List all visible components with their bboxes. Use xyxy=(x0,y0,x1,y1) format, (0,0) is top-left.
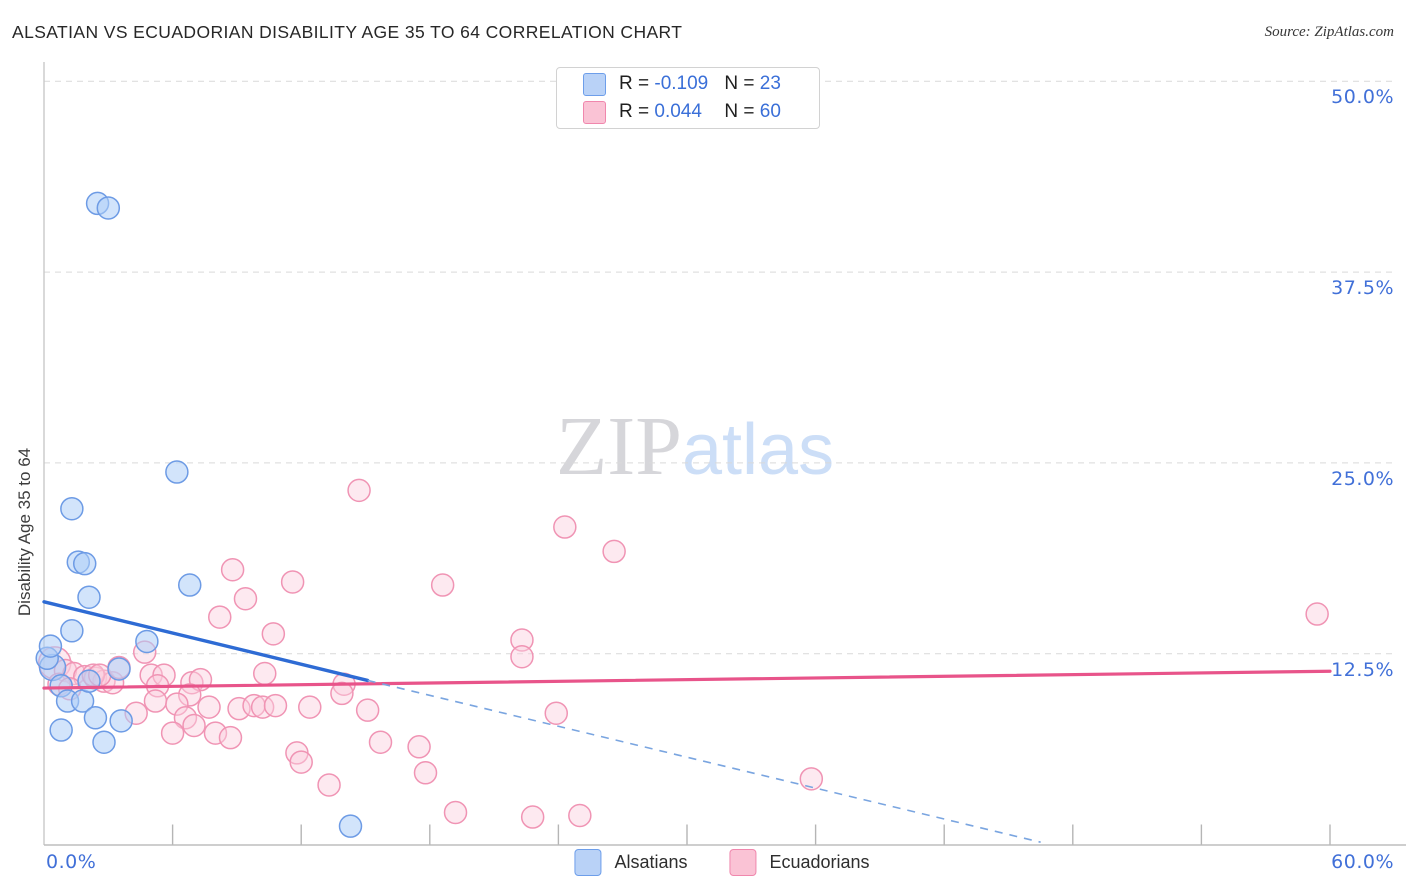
watermark-atlas: atlas xyxy=(682,410,835,490)
n-value: 23 xyxy=(759,73,781,94)
scatter-point-ecuadorians[interactable] xyxy=(253,661,277,686)
scatter-point-ecuadorians[interactable] xyxy=(218,725,243,750)
scatter-point-ecuadorians[interactable] xyxy=(220,557,245,582)
source-label: Source: ZipAtlas.com xyxy=(1264,24,1394,40)
x-axis-max-label: 60.0% xyxy=(1331,851,1394,873)
legend-label-alsatians: Alsatians xyxy=(614,852,688,872)
r-label: R = xyxy=(619,101,655,122)
scatter-point-ecuadorians[interactable] xyxy=(602,539,626,564)
trend-line-alsatians-extrapolated xyxy=(367,679,1041,843)
scatter-point-ecuadorians[interactable] xyxy=(510,628,534,652)
scatter-point-alsatians[interactable] xyxy=(60,496,84,521)
scatter-point-ecuadorians[interactable] xyxy=(263,693,288,718)
scatter-point-ecuadorians[interactable] xyxy=(799,767,824,791)
ecuadorians-swatch-icon xyxy=(729,849,757,876)
scatter-point-ecuadorians[interactable] xyxy=(413,761,438,785)
scatter-point-ecuadorians[interactable] xyxy=(160,721,185,745)
scatter-point-alsatians[interactable] xyxy=(38,634,63,658)
scatter-point-ecuadorians[interactable] xyxy=(510,645,534,669)
scatter-point-ecuadorians[interactable] xyxy=(355,698,380,722)
scatter-point-ecuadorians[interactable] xyxy=(233,586,258,611)
scatter-point-ecuadorians[interactable] xyxy=(208,605,232,629)
trend-line-alsatians xyxy=(42,600,370,683)
scatter-point-alsatians[interactable] xyxy=(49,718,73,742)
scatter-point-ecuadorians[interactable] xyxy=(261,622,286,646)
chart-title: ALSATIAN VS ECUADORIAN DISABILITY AGE 35… xyxy=(12,22,683,42)
x-axis-min-label: 0.0% xyxy=(46,851,97,873)
scatter-point-ecuadorians[interactable] xyxy=(250,695,275,719)
scatter-point-ecuadorians[interactable] xyxy=(182,713,206,738)
scatter-point-ecuadorians[interactable] xyxy=(280,570,305,594)
stats-legend: R = -0.109 N = 23 R = 0.044 N = 60 xyxy=(556,67,820,129)
ecuadorians-swatch-icon xyxy=(583,100,606,124)
scatter-point-ecuadorians[interactable] xyxy=(568,803,592,828)
scatter-point-ecuadorians[interactable] xyxy=(143,689,168,713)
scatter-point-ecuadorians[interactable] xyxy=(553,515,577,539)
bottom-legend: Alsatians Ecuadorians xyxy=(574,849,870,876)
stats-row-ecuadorians: R = 0.044 N = 60 xyxy=(583,100,819,124)
r-value: -0.109 xyxy=(654,73,709,94)
scatter-point-ecuadorians[interactable] xyxy=(227,696,251,721)
scatter-point-ecuadorians[interactable] xyxy=(317,773,341,797)
legend-item-ecuadorians[interactable]: Ecuadorians xyxy=(729,849,870,876)
watermark: ZIPatlas xyxy=(556,398,834,495)
scatter-point-alsatians[interactable] xyxy=(338,814,363,838)
stats-row-alsatians: R = -0.109 N = 23 xyxy=(583,72,819,96)
y-tick-label-37-5: 37.5% xyxy=(1331,277,1394,299)
scatter-point-ecuadorians[interactable] xyxy=(197,695,221,719)
scatter-point-alsatians[interactable] xyxy=(135,629,159,654)
scatter-point-alsatians[interactable] xyxy=(165,460,189,484)
trend-line-ecuadorians xyxy=(42,669,1332,690)
alsatians-swatch-icon xyxy=(583,72,606,96)
n-label: N = xyxy=(724,101,760,122)
scatter-point-ecuadorians[interactable] xyxy=(165,692,189,716)
scatter-point-ecuadorians[interactable] xyxy=(347,478,371,503)
y-tick-label-12-5: 12.5% xyxy=(1331,659,1394,681)
scatter-point-ecuadorians[interactable] xyxy=(430,573,455,597)
scatter-point-alsatians[interactable] xyxy=(92,730,116,754)
scatter-point-ecuadorians[interactable] xyxy=(368,730,393,754)
scatter-point-ecuadorians[interactable] xyxy=(203,721,228,745)
y-tick-label-25: 25.0% xyxy=(1331,468,1394,490)
scatter-point-ecuadorians[interactable] xyxy=(177,683,202,707)
scatter-point-alsatians[interactable] xyxy=(72,551,97,576)
scatter-point-alsatians[interactable] xyxy=(107,657,131,681)
scatter-point-alsatians[interactable] xyxy=(177,573,202,597)
scatter-point-alsatians[interactable] xyxy=(109,709,133,733)
n-label: N = xyxy=(724,73,760,94)
scatter-point-alsatians[interactable] xyxy=(60,619,84,643)
r-label: R = xyxy=(619,73,655,94)
legend-item-alsatians[interactable]: Alsatians xyxy=(574,849,687,876)
n-value: 60 xyxy=(759,101,781,122)
watermark-zip: ZIP xyxy=(556,400,682,493)
scatter-point-ecuadorians[interactable] xyxy=(443,800,468,825)
r-value: 0.044 xyxy=(654,101,702,122)
scatter-point-alsatians[interactable] xyxy=(77,585,101,609)
scatter-point-alsatians[interactable] xyxy=(96,196,121,220)
scatter-point-ecuadorians[interactable] xyxy=(407,735,431,759)
scatter-point-ecuadorians[interactable] xyxy=(544,701,569,725)
scatter-point-ecuadorians[interactable] xyxy=(298,695,322,719)
scatter-point-ecuadorians[interactable] xyxy=(330,681,354,706)
scatter-point-ecuadorians[interactable] xyxy=(1305,602,1329,626)
scatter-point-alsatians[interactable] xyxy=(83,706,108,730)
legend-label-ecuadorians: Ecuadorians xyxy=(769,852,870,872)
scatter-point-ecuadorians[interactable] xyxy=(289,750,313,774)
alsatians-swatch-icon xyxy=(574,849,602,876)
y-tick-label-50: 50.0% xyxy=(1331,86,1394,108)
scatter-point-ecuadorians[interactable] xyxy=(520,805,545,829)
